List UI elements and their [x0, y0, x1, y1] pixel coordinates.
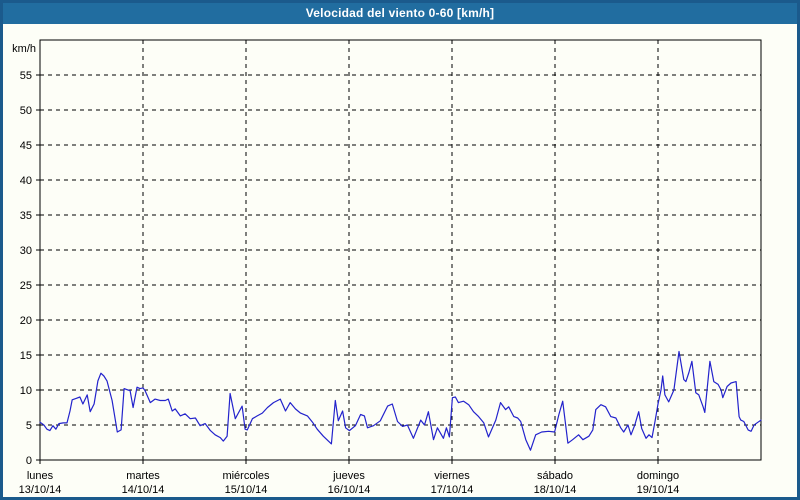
day-date-label: 14/10/14: [122, 484, 165, 496]
y-tick-label: 25: [20, 280, 32, 292]
window-titlebar: Velocidad del viento 0-60 [km/h]: [3, 3, 797, 24]
day-name-label: sábado: [537, 470, 573, 482]
y-tick-label: 45: [20, 140, 32, 152]
y-tick-label: 15: [20, 350, 32, 362]
day-date-label: 15/10/14: [225, 484, 268, 496]
day-name-label: jueves: [332, 470, 365, 482]
y-tick-label: 55: [20, 70, 32, 82]
y-tick-label: 10: [20, 385, 32, 397]
day-date-label: 18/10/14: [534, 484, 577, 496]
window-title: Velocidad del viento 0-60 [km/h]: [305, 6, 495, 20]
day-name-label: domingo: [637, 470, 679, 482]
day-date-label: 16/10/14: [328, 484, 371, 496]
day-date-label: 13/10/14: [19, 484, 62, 496]
y-tick-label: 30: [20, 245, 32, 257]
chart-area: 0 5 10 15 20 25 30 35 40 45 50 55 lunes 13/10/14 marte…: [3, 24, 797, 497]
wind-speed-line-chart: 0 5 10 15 20 25 30 35 40 45 50 55 lunes 13/10/14 marte…: [12, 39, 762, 496]
y-axis-unit-label: km/h: [12, 43, 36, 55]
y-tick-label: 40: [20, 175, 32, 187]
y-tick-label: 5: [26, 420, 32, 432]
day-date-label: 19/10/14: [637, 484, 680, 496]
day-name-label: miércoles: [222, 470, 270, 482]
y-tick-label: 35: [20, 210, 32, 222]
plot-frame: [39, 39, 762, 461]
day-name-label: lunes: [27, 470, 54, 482]
y-tick-label: 0: [26, 455, 32, 467]
day-date-label: 17/10/14: [431, 484, 474, 496]
day-name-label: viernes: [434, 470, 470, 482]
day-name-label: martes: [126, 470, 160, 482]
y-tick-label: 50: [20, 105, 32, 117]
wind-speed-series-line: [39, 350, 762, 451]
y-tick-label: 20: [20, 315, 32, 327]
